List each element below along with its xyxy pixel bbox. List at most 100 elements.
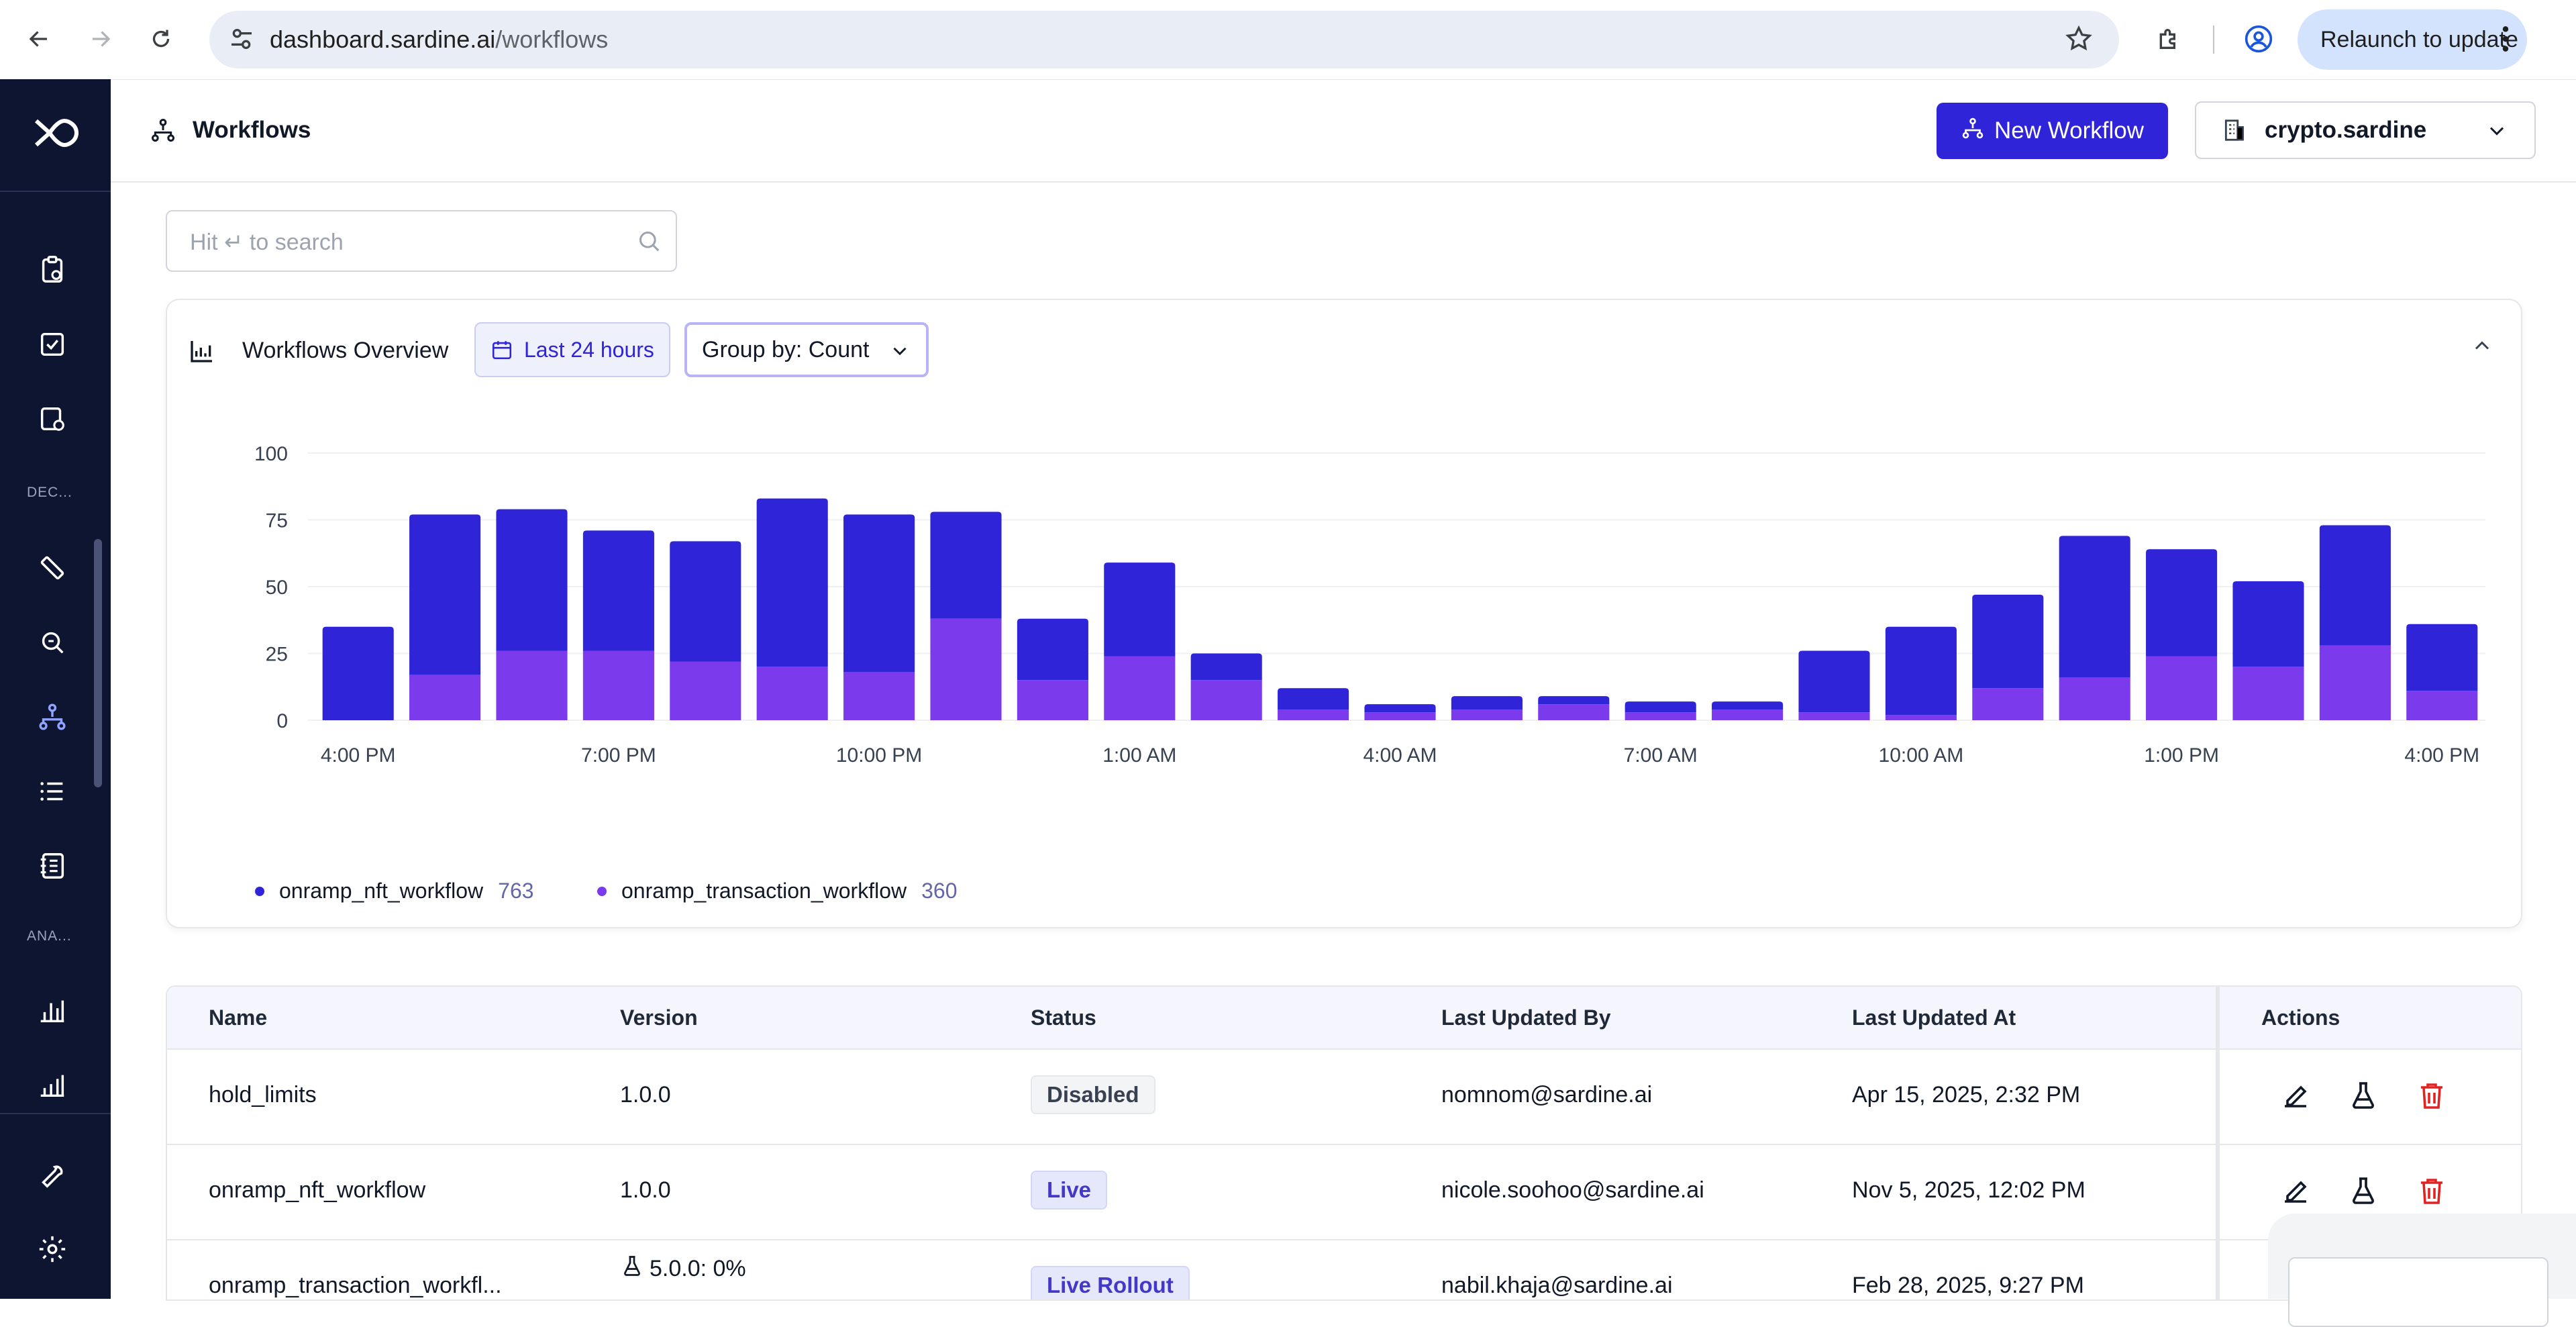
edit-icon[interactable] xyxy=(2275,1171,2316,1211)
new-workflow-label: New Workflow xyxy=(1994,117,2144,144)
bar-onramp-nft-workflow xyxy=(2059,536,2130,678)
x-tick-label: 10:00 AM xyxy=(1879,744,1964,767)
bar-onramp-transaction-workflow xyxy=(1451,709,1523,720)
legend-item-nft[interactable]: onramp_nft_workflow 763 xyxy=(255,879,534,903)
chevron-up-icon[interactable] xyxy=(2470,334,2494,361)
analytics-chart-icon[interactable] xyxy=(34,1067,71,1104)
legend-label: onramp_transaction_workflow xyxy=(621,879,907,903)
column-header-version[interactable]: Version xyxy=(620,1005,698,1030)
site-settings-icon[interactable] xyxy=(228,26,255,56)
actions-column-divider xyxy=(2216,987,2220,1299)
bar-onramp-transaction-workflow xyxy=(843,672,915,720)
bar-onramp-nft-workflow xyxy=(1451,696,1523,710)
extensions-icon[interactable] xyxy=(2147,17,2190,60)
bar-onramp-nft-workflow xyxy=(1278,688,1349,710)
bar-onramp-transaction-workflow xyxy=(2146,656,2218,720)
status-badge: Disabled xyxy=(1031,1075,1155,1114)
table-row[interactable]: onramp_transaction_workfl... 5.0.0: 0% L… xyxy=(167,1239,2521,1299)
checkbox-icon[interactable] xyxy=(34,326,71,363)
bar-onramp-nft-workflow xyxy=(1104,562,1176,656)
y-tick-label: 75 xyxy=(266,510,288,532)
bar-onramp-transaction-workflow xyxy=(2319,645,2391,720)
bar-chart-icon[interactable] xyxy=(34,992,71,1030)
workflow-name[interactable]: hold_limits xyxy=(209,1082,317,1108)
toolbar-divider xyxy=(2213,26,2214,54)
delete-trash-icon[interactable] xyxy=(2412,1171,2452,1211)
bookmark-star-icon[interactable] xyxy=(2064,24,2094,57)
x-tick-label: 10:00 PM xyxy=(836,744,922,767)
status-badge: Live Rollout xyxy=(1031,1266,1190,1299)
group-by-select[interactable]: Group by: Count xyxy=(684,322,929,377)
x-tick-label: 4:00 AM xyxy=(1363,744,1437,767)
column-header-updated-by[interactable]: Last Updated By xyxy=(1441,1005,1611,1030)
page-preview-thumbnail[interactable] xyxy=(2268,1214,2576,1327)
column-header-name[interactable]: Name xyxy=(209,1005,268,1030)
bar-onramp-transaction-workflow xyxy=(1017,680,1088,720)
search-icon[interactable] xyxy=(635,228,662,258)
y-tick-label: 0 xyxy=(276,710,288,732)
chevron-down-icon xyxy=(888,340,911,368)
x-tick-label: 1:00 PM xyxy=(2144,744,2219,767)
bar-onramp-transaction-workflow xyxy=(1538,704,1610,720)
x-tick-label: 4:00 PM xyxy=(2404,744,2479,767)
x-tick-label: 4:00 PM xyxy=(321,744,396,767)
date-range-button[interactable]: Last 24 hours xyxy=(474,322,670,377)
more-vert-icon[interactable] xyxy=(2502,24,2510,60)
sidebar-divider xyxy=(0,191,111,192)
search-analysis-icon[interactable] xyxy=(34,624,71,661)
bar-onramp-nft-workflow xyxy=(930,511,1002,619)
bar-onramp-nft-workflow xyxy=(1885,626,1957,716)
updated-by: nomnom@sardine.ai xyxy=(1441,1082,1653,1108)
relaunch-button[interactable]: Relaunch to update xyxy=(2298,9,2527,70)
bar-onramp-transaction-workflow xyxy=(1625,712,1696,720)
bar-onramp-nft-workflow xyxy=(582,530,654,651)
legend-dot xyxy=(255,886,264,896)
workflow-name[interactable]: onramp_nft_workflow xyxy=(209,1177,426,1203)
bar-onramp-nft-workflow xyxy=(409,514,481,675)
delete-trash-icon[interactable] xyxy=(2412,1075,2452,1116)
list-icon[interactable] xyxy=(34,773,71,810)
address-bar[interactable]: dashboard.sardine.ai/workflows xyxy=(209,11,2119,68)
notebook-icon[interactable] xyxy=(34,847,71,885)
ruler-icon[interactable] xyxy=(34,549,71,587)
bar-onramp-transaction-workflow xyxy=(1885,715,1957,720)
workflow-name[interactable]: onramp_transaction_workfl... xyxy=(209,1273,502,1298)
test-flask-icon[interactable] xyxy=(2343,1075,2383,1116)
bar-onramp-nft-workflow xyxy=(1625,701,1696,713)
rule-settings-icon[interactable] xyxy=(34,400,71,438)
status-badge: Live xyxy=(1031,1171,1108,1210)
bar-onramp-nft-workflow xyxy=(1190,653,1262,681)
reload-icon[interactable] xyxy=(140,17,183,60)
settings-gear-icon[interactable] xyxy=(34,1230,71,1268)
updated-at: Apr 15, 2025, 2:32 PM xyxy=(1852,1082,2081,1108)
table-row[interactable]: hold_limits 1.0.0 Disabled nomnom@sardin… xyxy=(167,1048,2521,1145)
y-tick-label: 25 xyxy=(266,644,288,666)
org-selector[interactable]: crypto.sardine xyxy=(2195,101,2536,159)
url-text: dashboard.sardine.ai/workflows xyxy=(270,26,609,53)
browser-toolbar: dashboard.sardine.ai/workflows Relaunch … xyxy=(0,0,2576,80)
sardine-logo[interactable] xyxy=(32,117,81,152)
bar-onramp-transaction-workflow xyxy=(2232,667,2304,720)
edit-icon[interactable] xyxy=(2275,1075,2316,1116)
sidebar-scrollbar[interactable] xyxy=(94,539,102,787)
workflow-version: 1.0.0 xyxy=(620,1177,671,1203)
wrench-icon[interactable] xyxy=(34,1156,71,1193)
new-workflow-button[interactable]: New Workflow xyxy=(1937,103,2168,159)
profile-icon[interactable] xyxy=(2237,17,2280,60)
column-header-updated-at[interactable]: Last Updated At xyxy=(1852,1005,2016,1030)
legend-item-transaction[interactable]: onramp_transaction_workflow 360 xyxy=(597,879,957,903)
search-input[interactable]: Hit ↵ to search xyxy=(166,210,677,272)
forward-icon[interactable] xyxy=(79,17,122,60)
column-header-status[interactable]: Status xyxy=(1031,1005,1096,1030)
workflow-icon xyxy=(150,117,176,147)
table-row[interactable]: onramp_nft_workflow 1.0.0 Live nicole.so… xyxy=(167,1144,2521,1240)
legend-count: 360 xyxy=(921,879,958,903)
back-icon[interactable] xyxy=(17,17,60,60)
test-flask-icon[interactable] xyxy=(2343,1171,2383,1211)
review-queue-icon[interactable] xyxy=(34,251,71,289)
workflow-icon[interactable] xyxy=(34,698,71,736)
x-tick-label: 1:00 AM xyxy=(1102,744,1176,767)
bar-onramp-transaction-workflow xyxy=(1190,680,1262,720)
bar-onramp-transaction-workflow xyxy=(2406,691,2478,720)
sidebar: DEC... ANA... xyxy=(0,79,111,1299)
